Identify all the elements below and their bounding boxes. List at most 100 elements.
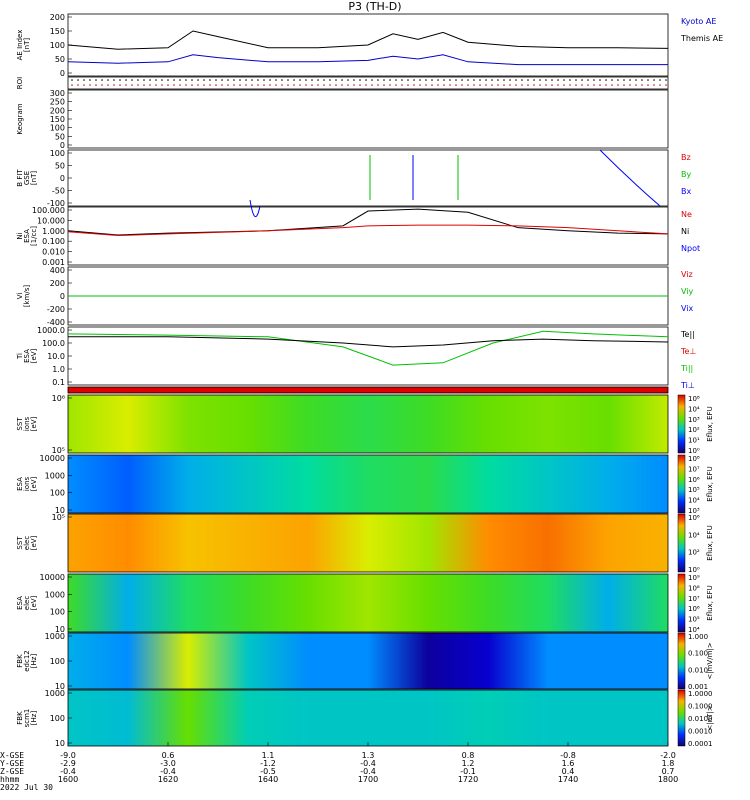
roi-dot: [497, 84, 499, 86]
y-axis-label: [eV]: [30, 416, 38, 431]
y-tick-label: 0: [60, 141, 65, 150]
panel-esa_ion: [67, 454, 686, 514]
x-tick-label: -0.4: [60, 767, 76, 776]
x-tick-label: -3.0: [160, 759, 176, 768]
y-tick-label: 100: [50, 657, 65, 666]
y-tick-label: 10⁵: [52, 446, 65, 455]
roi-dot: [641, 79, 643, 81]
roi-dot: [443, 79, 445, 81]
roi-dot: [71, 84, 73, 86]
roi-dot: [209, 84, 211, 86]
y-tick-label: 1000.0: [37, 326, 65, 335]
colorbar-tick: 10⁰: [688, 447, 700, 455]
roi-dot: [413, 79, 415, 81]
y-tick-label: 0.001: [42, 258, 65, 267]
y-axis-label: Vi: [16, 293, 24, 300]
roi-dot: [137, 79, 139, 81]
y-tick-label: 150: [50, 115, 65, 124]
roi-dot: [389, 84, 391, 86]
roi-dot: [341, 84, 343, 86]
y-axis-label: SST: [16, 536, 24, 550]
y-tick-label: 1.000: [42, 227, 65, 236]
roi-dot: [143, 84, 145, 86]
y-axis-label: [eV]: [30, 348, 38, 363]
roi-dot: [401, 84, 403, 86]
colorbar-tick: 10⁸: [688, 455, 700, 463]
roi-dot: [431, 84, 433, 86]
x-tick-label: 1.2: [462, 759, 475, 768]
roi-dot: [347, 79, 349, 81]
legend-viy: Viy: [681, 287, 694, 296]
legend-by: By: [681, 170, 691, 179]
roi-dot: [323, 84, 325, 86]
x-tick-label: -9.0: [60, 751, 76, 760]
panel-bfield: [67, 149, 669, 207]
roi-dot: [161, 79, 163, 81]
roi-dot: [305, 79, 307, 81]
roi-dot: [275, 84, 277, 86]
roi-dot: [263, 84, 265, 86]
colorbar-tick: 10⁴: [688, 497, 700, 505]
roi-dot: [233, 84, 235, 86]
colorbar-tick: 0.010: [688, 666, 708, 674]
roi-dot: [359, 84, 361, 86]
x-tick-label: 0.8: [462, 751, 475, 760]
roi-dot: [641, 84, 643, 86]
roi-dot: [461, 84, 463, 86]
colorbar-tick: 0.1000: [688, 703, 713, 711]
roi-dot: [587, 79, 589, 81]
roi-dot: [299, 84, 301, 86]
y-tick-label: 1000: [45, 590, 65, 599]
roi-dot: [143, 79, 145, 81]
y-axis-label: [eV]: [30, 595, 38, 610]
legend-viz: Viz: [681, 270, 693, 279]
legend-ti⊥: Ti⊥: [680, 381, 695, 390]
roi-dot: [125, 84, 127, 86]
roi-dot: [533, 79, 535, 81]
series-ti||: [67, 330, 669, 366]
roi-dot: [83, 84, 85, 86]
roi-dot: [599, 84, 601, 86]
roi-dot: [545, 84, 547, 86]
roi-dot: [587, 84, 589, 86]
roi-dot: [437, 84, 439, 86]
roi-dot: [77, 79, 79, 81]
y-tick-label: 0.010: [42, 248, 65, 257]
roi-dot: [167, 79, 169, 81]
x-tick-label: -0.8: [560, 751, 576, 760]
panel-frame: [67, 573, 669, 633]
roi-dot: [623, 79, 625, 81]
roi-dot: [161, 84, 163, 86]
y-tick-label: 10⁶: [52, 394, 65, 403]
colorbar-tick: 10⁷: [688, 595, 700, 603]
roi-dot: [281, 79, 283, 81]
y-tick-label: 100: [50, 608, 65, 617]
roi-dot: [287, 84, 289, 86]
roi-dot: [611, 79, 613, 81]
roi-dot: [191, 84, 193, 86]
roi-dot: [107, 84, 109, 86]
roi-dot: [125, 79, 127, 81]
roi-dot: [557, 84, 559, 86]
roi-dot: [179, 84, 181, 86]
y-axis-label: ions: [23, 476, 31, 491]
roi-dot: [275, 79, 277, 81]
x-tick-label: -2.0: [660, 751, 676, 760]
roi-dot: [479, 84, 481, 86]
y-axis-label: [Hz]: [30, 654, 38, 669]
x-tick-label: 1.3: [362, 751, 375, 760]
colorbar-label: Eflux, EFU: [706, 525, 714, 560]
colorbar-tick: 10⁶: [688, 605, 700, 613]
roi-dot: [251, 84, 253, 86]
series-te||: [68, 336, 669, 348]
y-tick-label: 10: [55, 739, 65, 748]
y-axis-label: B FIT: [16, 169, 24, 187]
roi-dot: [449, 84, 451, 86]
roi-dot: [653, 84, 655, 86]
roi-dot: [581, 84, 583, 86]
roi-dot: [605, 84, 607, 86]
y-tick-label: 10: [55, 682, 65, 691]
colorbar-sst_ion: [677, 394, 686, 454]
colorbar-tick: 10⁵: [688, 616, 700, 624]
x-tick-label: -0.4: [360, 767, 376, 776]
